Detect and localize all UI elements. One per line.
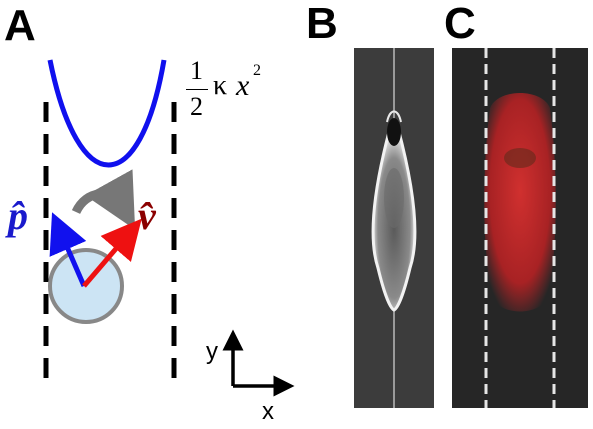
p-arrow (49, 212, 87, 287)
formula-kappa: κ (213, 70, 228, 101)
formula-numerator: 1 (190, 56, 203, 85)
fluorescent-cell (452, 48, 588, 408)
phase-contrast-micrograph (354, 48, 434, 408)
potential-curve (47, 59, 167, 168)
fluorescence-micrograph (452, 48, 588, 408)
potential-formula: 1 2 κ x 2 (186, 56, 286, 136)
phase-contrast-cell (354, 48, 434, 408)
formula-exponent: 2 (253, 62, 261, 79)
panel-b-label: B (306, 0, 338, 48)
panel-c-label: C (444, 0, 476, 48)
v-arrow (82, 218, 142, 288)
formula-denominator: 2 (190, 92, 203, 121)
formula-fraction-bar (186, 89, 208, 90)
y-axis-label: y (206, 338, 218, 365)
p-vector-label: p̂ (8, 193, 28, 238)
formula-variable: x (236, 69, 250, 102)
x-axis-label: x (262, 398, 274, 425)
v-vector-label: v̂ (138, 193, 156, 238)
rotation-arrow (71, 169, 136, 230)
panel-a-label: A (4, 1, 36, 50)
